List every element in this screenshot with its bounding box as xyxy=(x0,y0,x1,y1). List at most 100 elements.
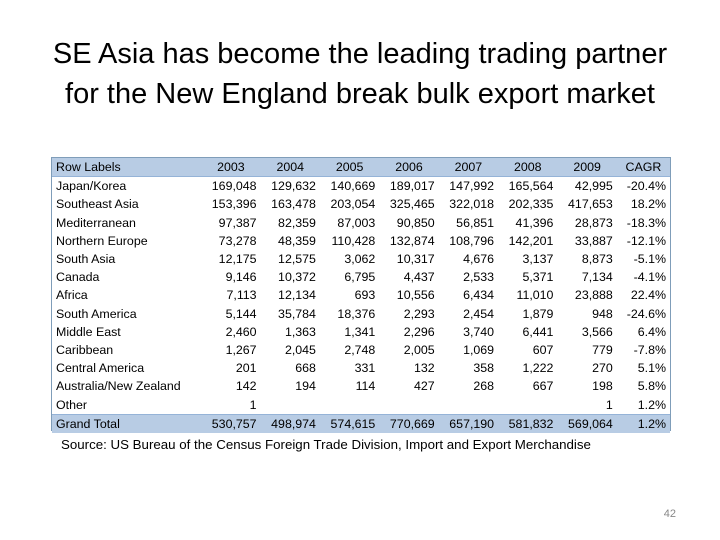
table-cell: 2,005 xyxy=(403,343,435,358)
table-cell: 48,359 xyxy=(278,233,316,248)
table-cell: 6.4% xyxy=(637,324,666,339)
table-cell: 1.2% xyxy=(637,397,666,412)
table-cell: 1,341 xyxy=(344,324,376,339)
header-cagr: CAGR xyxy=(616,158,670,178)
table-cell: 201 xyxy=(235,361,257,376)
table-cell xyxy=(498,396,557,415)
header-2003: 2003 xyxy=(201,158,261,178)
table-cell: 194 xyxy=(295,379,316,394)
table-cell: 9,146 xyxy=(225,270,257,285)
table-cell: -12.1% xyxy=(626,233,666,248)
table-cell: 189,017 xyxy=(389,179,435,194)
grand-total-cell: 530,757 xyxy=(201,413,261,434)
table-cell: 97,387 xyxy=(218,215,257,230)
row-label: South America xyxy=(56,306,137,321)
table-cell: 3,566 xyxy=(581,324,613,339)
row-label: Australia/New Zealand xyxy=(56,379,181,394)
table-cell: 1 xyxy=(605,397,613,412)
header-row-labels: Row Labels xyxy=(52,158,202,178)
table-cell: 1 xyxy=(249,397,257,412)
source-note: Source: US Bureau of the Census Foreign … xyxy=(61,437,591,452)
row-label: Southeast Asia xyxy=(56,197,139,212)
grand-total-cell: 574,615 xyxy=(319,413,380,434)
row-label: Central America xyxy=(56,361,145,376)
table-cell: 2,293 xyxy=(403,306,435,321)
table-cell: 165,564 xyxy=(508,179,554,194)
table-cell: 948 xyxy=(592,306,613,321)
table-cell: 142,201 xyxy=(508,233,554,248)
table-cell: 268 xyxy=(473,379,495,394)
table-cell: 358 xyxy=(473,361,495,376)
table-cell: 114 xyxy=(355,379,376,394)
page-number: 42 xyxy=(663,508,676,520)
header-2006: 2006 xyxy=(379,158,439,178)
table-cell: 2,045 xyxy=(284,343,316,358)
data-table: Row Labels 2003 2004 2005 2006 2007 2008 2009 CA… xyxy=(52,158,670,434)
table-cell: 5,371 xyxy=(522,270,554,285)
table-row: Central America 201 668 331 132 358 1,222 270 5.… xyxy=(52,359,670,377)
table-cell: 108,796 xyxy=(449,233,495,248)
table-cell: 417,653 xyxy=(568,197,613,212)
table-cell: 33,887 xyxy=(574,233,613,248)
table-cell: 1,267 xyxy=(225,343,257,358)
table-cell: 2,748 xyxy=(344,343,376,358)
table-cell: 10,372 xyxy=(278,270,316,285)
table-cell xyxy=(379,396,438,415)
header-2007: 2007 xyxy=(438,158,499,178)
table-cell: 2,296 xyxy=(403,324,435,339)
table-cell: 87,003 xyxy=(337,215,376,230)
table-cell: 5.1% xyxy=(637,361,666,376)
table-cell: 1,363 xyxy=(284,324,316,339)
table-row: Africa 7,113 12,134 693 10,556 6,434 11,010 23,… xyxy=(52,286,670,304)
table-cell: 198 xyxy=(592,379,613,394)
table-cell: 3,062 xyxy=(344,252,376,267)
table-cell: 1,222 xyxy=(522,361,554,376)
row-label: Northern Europe xyxy=(56,233,148,248)
table-cell: 3,137 xyxy=(522,252,554,267)
table-cell: 22.4% xyxy=(630,288,666,303)
table-cell: 142 xyxy=(235,379,257,394)
table-cell: 4,676 xyxy=(463,252,495,267)
table-cell: -20.4% xyxy=(626,179,666,194)
table-body: Japan/Korea 169,048 129,632 140,669 189,017 1… xyxy=(52,177,670,434)
table-cell: 202,335 xyxy=(508,197,554,212)
table-cell: 668 xyxy=(295,361,316,376)
table-cell: 693 xyxy=(354,288,376,303)
table-cell: 56,851 xyxy=(456,215,495,230)
table-row: Mediterranean 97,387 82,359 87,003 90,850 56,… xyxy=(52,214,670,232)
table-cell: 163,478 xyxy=(271,197,316,212)
table-cell: 90,850 xyxy=(396,215,435,230)
grand-total-cell: 1.2% xyxy=(616,413,670,434)
header-2009: 2009 xyxy=(557,158,617,178)
table-row: South Asia 12,175 12,575 3,062 10,317 4,676 3,… xyxy=(52,250,670,268)
title-line-2: for the New England break bulk export ma… xyxy=(65,78,655,110)
table-row: Caribbean 1,267 2,045 2,748 2,005 1,069 607 779… xyxy=(52,341,670,359)
table-cell: 2,454 xyxy=(463,306,495,321)
table-cell: 147,992 xyxy=(449,179,495,194)
table-cell: 2,533 xyxy=(463,270,495,285)
table-cell: 10,556 xyxy=(396,288,435,303)
grand-total-cell: 770,669 xyxy=(379,413,439,434)
grand-total-cell: 581,832 xyxy=(498,413,558,434)
table-cell: 1,879 xyxy=(522,306,554,321)
grand-total-label: Grand Total xyxy=(52,413,202,434)
row-label: South Asia xyxy=(56,252,116,267)
table-cell: 73,278 xyxy=(218,233,257,248)
header-2005: 2005 xyxy=(319,158,380,178)
table-cell: 667 xyxy=(532,379,554,394)
table-cell: 5,144 xyxy=(225,306,257,321)
table-row: Northern Europe 73,278 48,359 110,428 132,87… xyxy=(52,232,670,250)
table-cell: 12,575 xyxy=(278,252,316,267)
header-2008: 2008 xyxy=(498,158,558,178)
table-cell: -24.6% xyxy=(626,306,666,321)
table-cell: 169,048 xyxy=(211,179,257,194)
table-cell: 6,795 xyxy=(344,270,376,285)
table-cell: 28,873 xyxy=(574,215,613,230)
table-cell: -5.1% xyxy=(633,252,666,267)
table-cell: 7,134 xyxy=(581,270,613,285)
table-cell: 325,465 xyxy=(389,197,435,212)
table-cell: 18.2% xyxy=(630,197,666,212)
table-cell: 11,010 xyxy=(516,288,554,303)
row-label: Africa xyxy=(56,288,88,303)
table-cell: 153,396 xyxy=(211,197,257,212)
